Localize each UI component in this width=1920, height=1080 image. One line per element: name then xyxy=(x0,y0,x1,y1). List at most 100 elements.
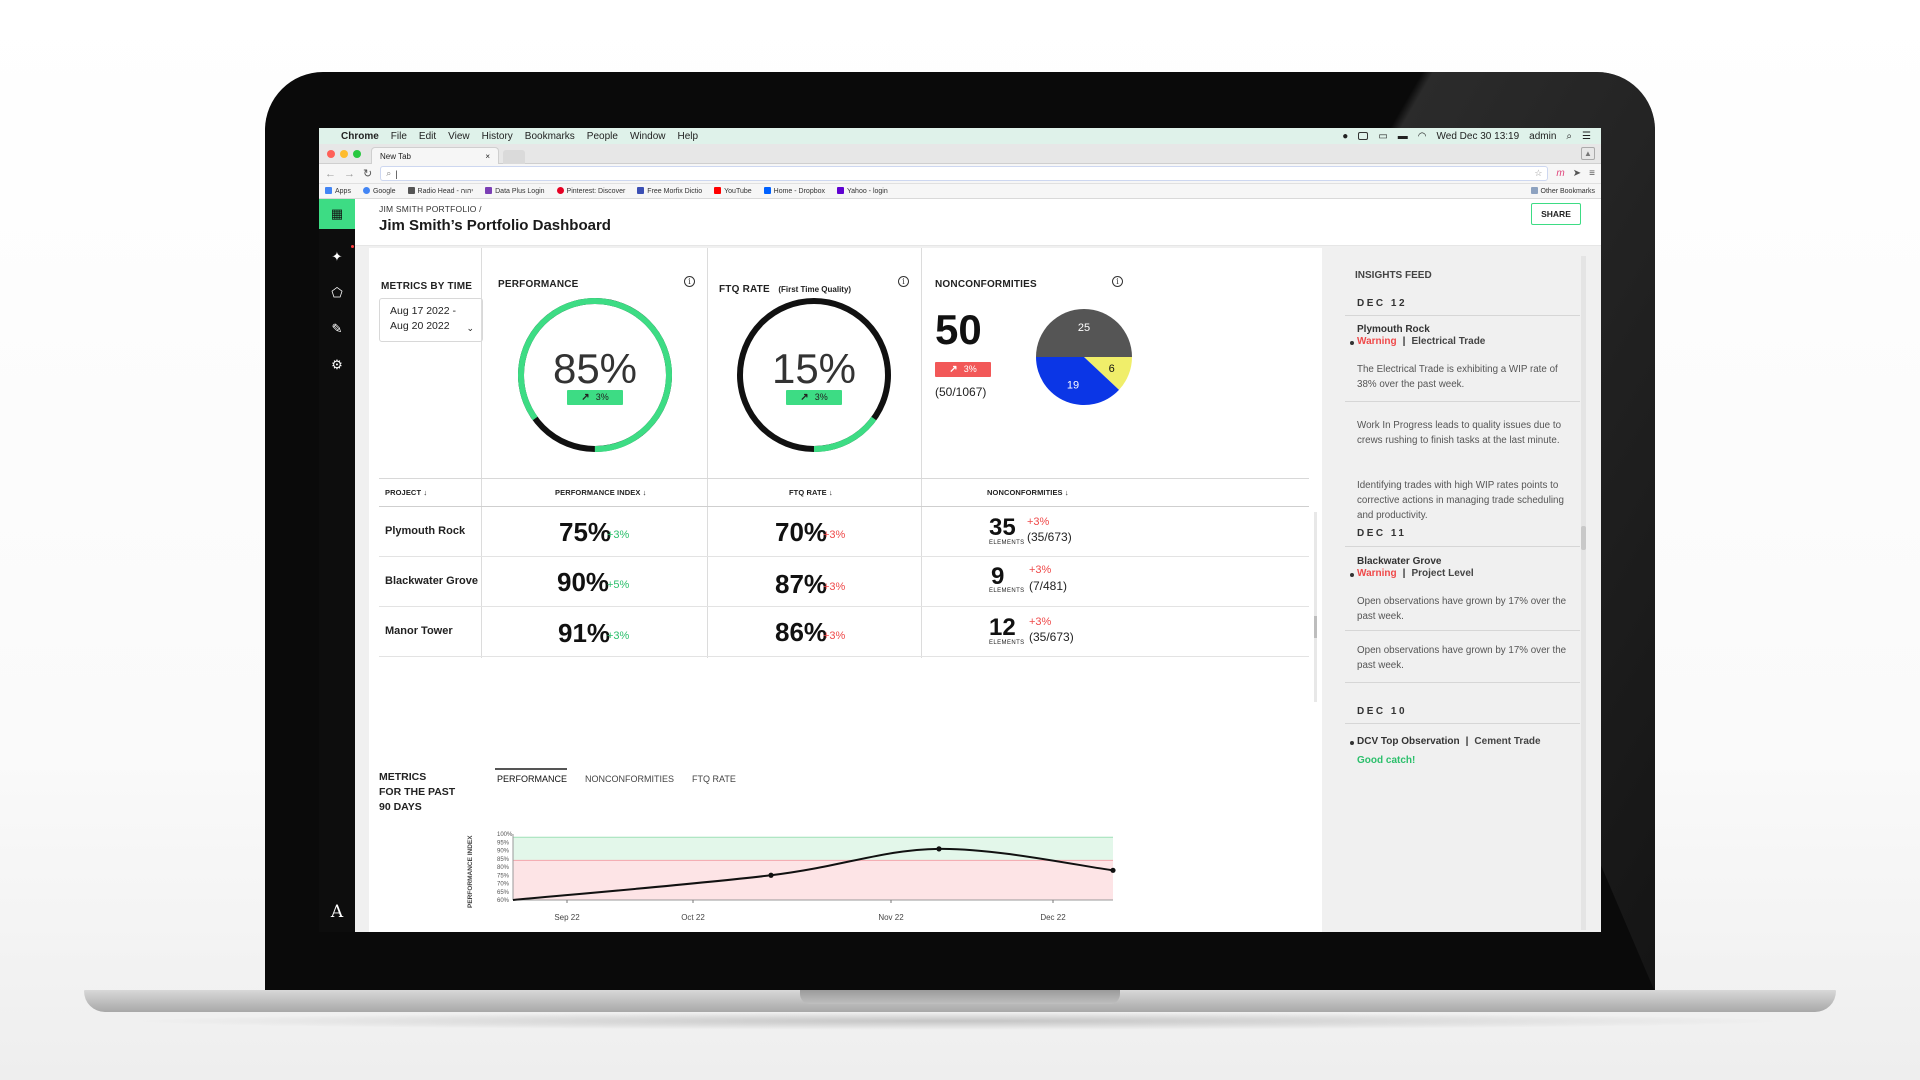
warning-status: Warning xyxy=(1357,568,1397,579)
row-perf: 75% xyxy=(559,517,612,547)
tab-ftq-rate[interactable]: FTQ RATE xyxy=(692,774,736,784)
bookmark-yahoo[interactable]: Yahoo - login xyxy=(837,187,888,195)
bullet-icon xyxy=(1350,341,1354,345)
tools-icon[interactable]: ✎ xyxy=(331,321,343,336)
insight-note: Identifying trades with high WIP rates p… xyxy=(1357,480,1564,521)
divider xyxy=(379,506,1309,507)
col-ftq-rate[interactable]: FTQ RATE ↓ xyxy=(789,488,833,497)
minimize-window-icon[interactable] xyxy=(340,150,348,158)
sort-arrow-icon: ↓ xyxy=(642,488,647,497)
tab-nonconformities[interactable]: NONCONFORMITIES xyxy=(585,774,675,784)
other-bookmarks[interactable]: Other Bookmarks xyxy=(1530,187,1595,195)
bookmark-apps[interactable]: Apps xyxy=(325,187,351,195)
menu-clock[interactable]: Wed Dec 30 13:19 xyxy=(1436,130,1520,142)
forward-icon[interactable]: → xyxy=(344,167,355,180)
status-display-icon[interactable] xyxy=(1358,132,1369,140)
close-window-icon[interactable] xyxy=(327,150,335,158)
nonconformities-label: NONCONFORMITIES xyxy=(935,279,1037,290)
date-range-select[interactable]: Aug 17 2022 - Aug 20 2022 ⌄ xyxy=(379,298,483,342)
notification-list-icon[interactable]: ☰ xyxy=(1582,130,1591,142)
menu-history[interactable]: History xyxy=(481,130,513,142)
menu-window[interactable]: Window xyxy=(629,130,666,142)
info-icon[interactable]: i xyxy=(684,276,695,287)
bookmark-youtube[interactable]: YouTube xyxy=(714,187,752,195)
extension-m-icon[interactable]: m xyxy=(1556,168,1565,179)
page-icon xyxy=(407,187,415,194)
col-project[interactable]: PROJECT ↓ xyxy=(385,488,428,497)
date-end: Aug 20 2022 xyxy=(390,320,450,332)
y-tick-label: 95% xyxy=(497,840,510,846)
menu-bookmarks[interactable]: Bookmarks xyxy=(524,130,575,142)
y-tick-label: 70% xyxy=(497,882,510,888)
wifi-icon[interactable]: ◠ xyxy=(1417,130,1427,142)
tab-close-icon[interactable]: × xyxy=(485,152,490,161)
settings-icon[interactable]: ⚙ xyxy=(331,357,343,372)
divider xyxy=(707,248,708,658)
brand-logo-icon[interactable]: A xyxy=(330,902,344,922)
back-icon[interactable]: ← xyxy=(325,167,336,180)
reload-icon[interactable]: ↻ xyxy=(363,168,373,180)
menu-user[interactable]: admin xyxy=(1529,130,1557,142)
col-nonconformities[interactable]: NONCONFORMITIES ↓ xyxy=(987,488,1069,497)
nonconformities-pie: 25 6 19 xyxy=(1036,309,1132,405)
maximize-window-icon[interactable] xyxy=(353,150,361,158)
breadcrumb[interactable]: JIM SMITH PORTFOLIO / xyxy=(379,204,482,214)
row-ftq: 70% xyxy=(775,517,828,547)
pentagon-icon[interactable]: ⬠ xyxy=(331,285,343,300)
omnibox-input[interactable]: | xyxy=(395,168,398,179)
flag-icon[interactable]: ▬ xyxy=(1397,130,1408,142)
bookmark-dropbox[interactable]: Home - Dropbox xyxy=(763,187,825,195)
trend-up-icon: ↗ xyxy=(581,392,590,403)
status-cloud-icon[interactable]: ● xyxy=(1342,130,1349,142)
bookmark-star-icon[interactable]: ☆ xyxy=(1534,168,1543,178)
menu-view[interactable]: View xyxy=(448,130,470,142)
menu-help[interactable]: Help xyxy=(677,130,699,142)
sparkle-icon[interactable]: ✦ xyxy=(331,249,343,264)
info-icon[interactable]: i xyxy=(1112,276,1123,287)
dataplus-icon xyxy=(485,187,493,194)
menu-edit[interactable]: Edit xyxy=(418,130,437,142)
warning-status: Warning xyxy=(1357,336,1397,347)
sort-arrow-icon: ↓ xyxy=(828,488,833,497)
table-scrollbar[interactable] xyxy=(1314,512,1317,702)
share-button[interactable]: SHARE xyxy=(1531,203,1581,225)
airplay-icon[interactable]: ▭ xyxy=(1378,130,1388,142)
divider xyxy=(1345,682,1580,683)
browser-tab[interactable]: New Tab × xyxy=(371,147,499,164)
new-tab-button[interactable] xyxy=(503,150,525,164)
menu-people[interactable]: People xyxy=(586,130,618,142)
omnibox[interactable]: ⌕ | ☆ xyxy=(380,166,1549,181)
insights-scrollbar[interactable] xyxy=(1581,256,1586,930)
row-project[interactable]: Manor Tower xyxy=(385,625,453,637)
col-performance-index[interactable]: PERFORMANCE INDEX ↓ xyxy=(555,488,647,497)
scrollbar-thumb[interactable] xyxy=(1581,526,1586,550)
divider xyxy=(481,248,482,658)
extension-cursor-icon[interactable]: ➤ xyxy=(1572,168,1582,179)
bookmark-radiohead[interactable]: Radio Head - יהוה xyxy=(407,187,473,195)
chart-band xyxy=(513,860,1113,900)
row-project[interactable]: Plymouth Rock xyxy=(385,525,466,537)
insight-date: DEC 12 xyxy=(1357,298,1408,309)
row-project[interactable]: Blackwater Grove xyxy=(385,575,478,587)
nonconformities-fraction: (50/1067) xyxy=(935,385,987,399)
profile-icon[interactable]: ▲ xyxy=(1581,147,1595,160)
apps-grid-button[interactable]: ▦ xyxy=(319,199,355,229)
menu-file[interactable]: File xyxy=(390,130,407,142)
bookmark-morfix[interactable]: Free Morfix Dictio xyxy=(637,187,702,195)
bookmark-pinterest[interactable]: Pinterest: Discover xyxy=(556,187,625,195)
chrome-menu-icon[interactable]: ≡ xyxy=(1589,168,1595,179)
scrollbar-thumb[interactable] xyxy=(1314,616,1317,638)
sidebar-rail: ▦ ✦ ⬠ ✎ ⚙ A xyxy=(319,199,355,932)
divider xyxy=(1345,315,1580,316)
bookmark-dataplus[interactable]: Data Plus Login xyxy=(485,187,545,195)
ftq-donut xyxy=(737,298,891,452)
spotlight-icon[interactable]: ⌕ xyxy=(1566,130,1573,142)
divider xyxy=(1345,546,1580,547)
active-tab-indicator xyxy=(495,768,567,770)
menu-chrome[interactable]: Chrome xyxy=(341,130,379,142)
dropbox-icon xyxy=(763,187,771,194)
mac-menu-bar: Chrome File Edit View History Bookmarks … xyxy=(319,128,1601,144)
tab-performance[interactable]: PERFORMANCE xyxy=(497,774,568,784)
info-icon[interactable]: i xyxy=(898,276,909,287)
bookmark-google[interactable]: Google xyxy=(362,187,396,195)
